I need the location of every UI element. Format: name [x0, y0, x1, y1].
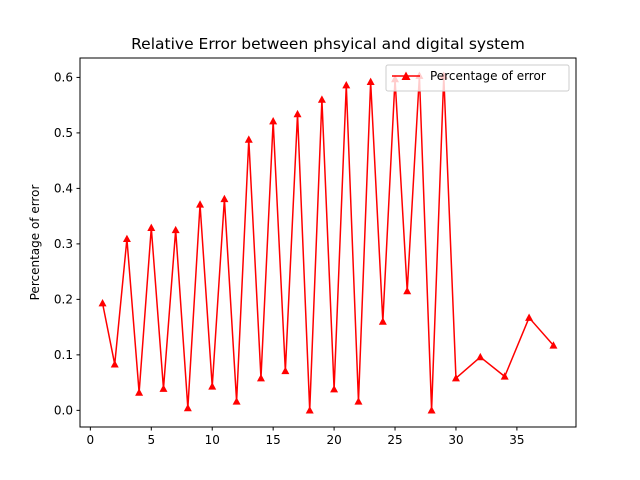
data-point-marker	[378, 317, 387, 325]
x-tick-label: 0	[87, 433, 95, 447]
data-point-marker	[293, 109, 302, 118]
data-point-marker	[196, 200, 205, 208]
data-point-marker	[135, 388, 144, 396]
data-point-marker	[171, 225, 180, 234]
y-tick-label: 0.5	[54, 126, 73, 140]
data-point-marker	[525, 313, 534, 321]
axes-frame	[79, 57, 577, 428]
y-tick-label: 0.3	[54, 237, 73, 251]
y-tick-label: 0.1	[54, 348, 73, 362]
data-point-marker	[147, 223, 156, 231]
legend-label: Percentage of error	[430, 69, 546, 83]
data-point-marker	[256, 373, 265, 382]
x-tick-label: 30	[448, 433, 463, 447]
plot-area	[98, 71, 558, 414]
data-point-marker	[232, 397, 241, 405]
legend-box	[385, 64, 570, 92]
data-point-marker	[549, 341, 558, 349]
data-point-marker	[342, 80, 351, 89]
x-tick-label: 5	[147, 433, 155, 447]
chart-title: Relative Error between phsyical and digi…	[131, 35, 525, 53]
data-point-marker	[183, 403, 192, 412]
data-point-marker	[476, 352, 485, 361]
data-point-marker	[330, 385, 339, 393]
x-tick-label: 25	[387, 433, 402, 447]
data-point-marker	[220, 194, 229, 203]
data-point-marker	[281, 366, 290, 375]
data-point-marker	[366, 77, 375, 86]
data-point-marker	[122, 234, 131, 243]
x-tick-label: 35	[509, 433, 524, 447]
y-tick-label: 0.4	[54, 182, 73, 196]
data-point-marker	[451, 373, 460, 382]
y-tick-label: 0.6	[54, 71, 73, 85]
legend: Percentage of error	[385, 64, 570, 92]
series-line	[101, 75, 555, 412]
legend-marker-sample	[401, 71, 411, 80]
data-point-marker	[317, 95, 326, 103]
y-axis-title: Percentage of error	[28, 185, 42, 301]
data-point-marker	[159, 384, 168, 392]
y-tick-label: 0.0	[54, 404, 73, 418]
data-point-marker	[110, 360, 119, 368]
data-point-marker	[208, 382, 217, 390]
data-point-marker	[98, 299, 107, 307]
data-point-marker	[305, 406, 314, 414]
data-point-marker	[244, 135, 253, 143]
data-point-marker	[354, 397, 363, 405]
x-tick-label: 15	[266, 433, 281, 447]
x-tick-label: 10	[205, 433, 220, 447]
data-point-marker	[500, 372, 509, 380]
data-point-marker	[269, 117, 278, 125]
x-axis: 0 5 10 15 20 25 30 35	[87, 427, 525, 447]
data-point-marker	[403, 286, 412, 295]
data-point-marker	[427, 406, 436, 414]
x-tick-label: 20	[326, 433, 341, 447]
y-tick-label: 0.2	[54, 293, 73, 307]
y-axis: 0.0 0.1 0.2 0.3 0.4 0.5 0.6	[54, 71, 80, 418]
